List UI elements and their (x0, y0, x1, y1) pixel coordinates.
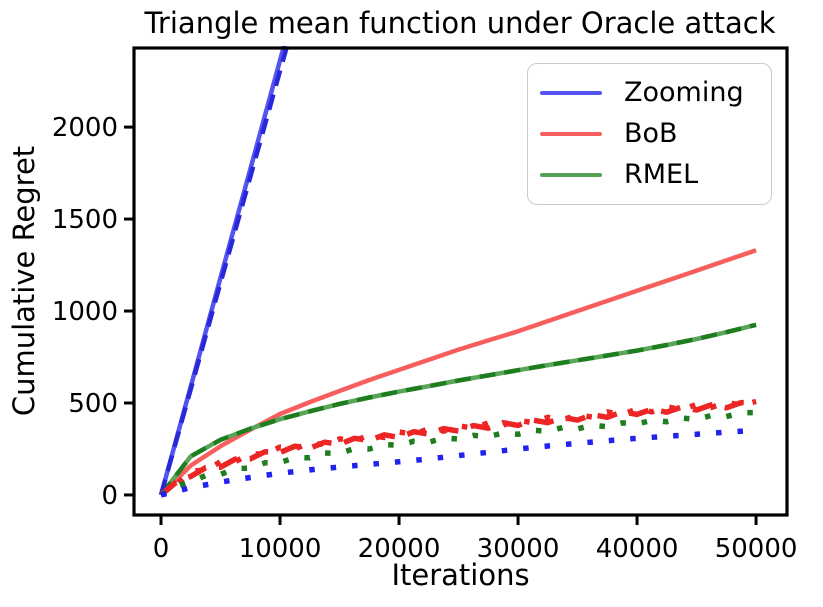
series-RMEL-dashed-line (159, 322, 757, 497)
legend-label-zooming: Zooming (624, 77, 744, 108)
y-tick-label: 500 (68, 389, 118, 419)
legend: Zooming BoB RMEL (527, 63, 772, 205)
y-tick-label: 1500 (52, 205, 118, 235)
y-tick-label: 2000 (52, 113, 118, 143)
bob-line-sample (540, 131, 602, 137)
series-BoB-dashed-line (159, 399, 757, 498)
legend-item-zooming: Zooming (540, 77, 771, 109)
rmel-line-sample (540, 172, 602, 178)
series-Zooming-dashed-line (158, 46, 290, 496)
legend-item-bob: BoB (540, 118, 771, 150)
x-axis-label: Iterations (391, 558, 530, 592)
axes-spines (132, 46, 789, 517)
x-tick-label: 40000 (596, 534, 679, 564)
series-Zooming-dotted-line (160, 427, 757, 498)
x-tick-label: 50000 (715, 534, 798, 564)
chart-title: Triangle mean function under Oracle atta… (144, 6, 776, 40)
series-Zooming-solid-line (158, 46, 287, 496)
x-tick-label: 10000 (239, 534, 322, 564)
x-tick-label: 0 (153, 534, 170, 564)
zooming-line-sample (540, 90, 602, 96)
legend-item-rmel: RMEL (540, 159, 771, 191)
y-tick-label: 0 (101, 481, 118, 511)
x-tick-label: 30000 (477, 534, 560, 564)
series-RMEL-dotted-line (159, 409, 757, 498)
series-BoB-dotted-line (159, 398, 757, 498)
legend-label-bob: BoB (624, 118, 678, 149)
x-tick-label: 20000 (358, 534, 441, 564)
y-tick-label: 1000 (52, 297, 118, 327)
legend-label-rmel: RMEL (624, 159, 699, 190)
